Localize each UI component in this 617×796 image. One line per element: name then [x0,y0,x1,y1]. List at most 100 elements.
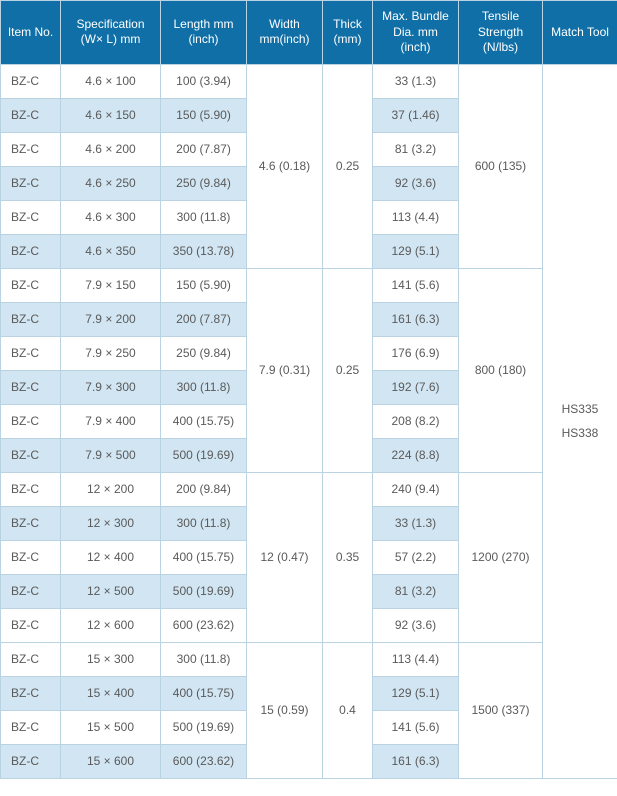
cell-spec: 15 × 600 [61,744,161,778]
cell-bundle: 240 (9.4) [373,472,459,506]
cell-bundle: 141 (5.6) [373,268,459,302]
cell-item-no: BZ-C [1,472,61,506]
cell-length: 250 (9.84) [161,166,247,200]
cell-item-no: BZ-C [1,200,61,234]
spec-table: Item No. Specification (W× L) mm Length … [0,0,617,779]
cell-bundle: 113 (4.4) [373,642,459,676]
cell-item-no: BZ-C [1,132,61,166]
cell-item-no: BZ-C [1,540,61,574]
cell-bundle: 81 (3.2) [373,132,459,166]
cell-bundle: 176 (6.9) [373,336,459,370]
cell-item-no: BZ-C [1,608,61,642]
cell-length: 500 (19.69) [161,574,247,608]
table-row: BZ-C4.6 × 100100 (3.94)4.6 (0.18)0.2533 … [1,64,617,98]
cell-item-no: BZ-C [1,506,61,540]
cell-item-no: BZ-C [1,744,61,778]
cell-tensile: 1500 (337) [459,642,543,778]
cell-thick: 0.25 [323,64,373,268]
cell-spec: 4.6 × 250 [61,166,161,200]
th-thick: Thick (mm) [323,1,373,65]
cell-bundle: 33 (1.3) [373,64,459,98]
cell-bundle: 129 (5.1) [373,676,459,710]
header-row: Item No. Specification (W× L) mm Length … [1,1,617,65]
cell-item-no: BZ-C [1,336,61,370]
cell-bundle: 113 (4.4) [373,200,459,234]
cell-item-no: BZ-C [1,370,61,404]
cell-length: 300 (11.8) [161,642,247,676]
cell-width: 7.9 (0.31) [247,268,323,472]
cell-item-no: BZ-C [1,302,61,336]
cell-spec: 7.9 × 150 [61,268,161,302]
cell-length: 400 (15.75) [161,676,247,710]
cell-thick: 0.25 [323,268,373,472]
cell-length: 150 (5.90) [161,98,247,132]
cell-thick: 0.4 [323,642,373,778]
cell-item-no: BZ-C [1,676,61,710]
cell-tensile: 1200 (270) [459,472,543,642]
cell-spec: 4.6 × 350 [61,234,161,268]
cell-bundle: 192 (7.6) [373,370,459,404]
cell-spec: 4.6 × 150 [61,98,161,132]
cell-spec: 12 × 300 [61,506,161,540]
cell-length: 250 (9.84) [161,336,247,370]
cell-length: 200 (7.87) [161,132,247,166]
cell-bundle: 81 (3.2) [373,574,459,608]
th-spec: Specification (W× L) mm [61,1,161,65]
cell-length: 300 (11.8) [161,370,247,404]
cell-tensile: 600 (135) [459,64,543,268]
table-row: BZ-C7.9 × 150150 (5.90)7.9 (0.31)0.25141… [1,268,617,302]
cell-spec: 7.9 × 500 [61,438,161,472]
cell-spec: 7.9 × 200 [61,302,161,336]
cell-item-no: BZ-C [1,268,61,302]
cell-length: 400 (15.75) [161,404,247,438]
cell-item-no: BZ-C [1,234,61,268]
table-row: BZ-C15 × 300300 (11.8)15 (0.59)0.4113 (4… [1,642,617,676]
cell-spec: 15 × 300 [61,642,161,676]
cell-length: 600 (23.62) [161,744,247,778]
table-row: BZ-C12 × 200200 (9.84)12 (0.47)0.35240 (… [1,472,617,506]
th-item-no: Item No. [1,1,61,65]
cell-item-no: BZ-C [1,438,61,472]
cell-tensile: 800 (180) [459,268,543,472]
cell-bundle: 92 (3.6) [373,166,459,200]
cell-item-no: BZ-C [1,404,61,438]
cell-width: 15 (0.59) [247,642,323,778]
cell-item-no: BZ-C [1,710,61,744]
cell-bundle: 129 (5.1) [373,234,459,268]
cell-bundle: 161 (6.3) [373,744,459,778]
cell-spec: 15 × 500 [61,710,161,744]
cell-bundle: 37 (1.46) [373,98,459,132]
cell-length: 600 (23.62) [161,608,247,642]
cell-length: 500 (19.69) [161,710,247,744]
cell-length: 400 (15.75) [161,540,247,574]
cell-spec: 12 × 200 [61,472,161,506]
cell-length: 350 (13.78) [161,234,247,268]
cell-spec: 15 × 400 [61,676,161,710]
cell-item-no: BZ-C [1,64,61,98]
th-bundle: Max. Bundle Dia. mm (inch) [373,1,459,65]
cell-thick: 0.35 [323,472,373,642]
th-tool: Match Tool [543,1,617,65]
cell-length: 200 (9.84) [161,472,247,506]
cell-length: 150 (5.90) [161,268,247,302]
cell-bundle: 57 (2.2) [373,540,459,574]
cell-bundle: 208 (8.2) [373,404,459,438]
cell-spec: 4.6 × 200 [61,132,161,166]
cell-spec: 12 × 400 [61,540,161,574]
th-length: Length mm (inch) [161,1,247,65]
cell-spec: 7.9 × 400 [61,404,161,438]
cell-length: 200 (7.87) [161,302,247,336]
cell-spec: 12 × 600 [61,608,161,642]
cell-item-no: BZ-C [1,98,61,132]
cell-length: 500 (19.69) [161,438,247,472]
cell-spec: 7.9 × 300 [61,370,161,404]
cell-item-no: BZ-C [1,166,61,200]
cell-bundle: 161 (6.3) [373,302,459,336]
cell-bundle: 92 (3.6) [373,608,459,642]
cell-match-tool: HS335 HS338 [543,64,617,778]
cell-length: 300 (11.8) [161,506,247,540]
cell-spec: 4.6 × 100 [61,64,161,98]
cell-spec: 7.9 × 250 [61,336,161,370]
cell-bundle: 224 (8.8) [373,438,459,472]
th-width: Width mm(inch) [247,1,323,65]
